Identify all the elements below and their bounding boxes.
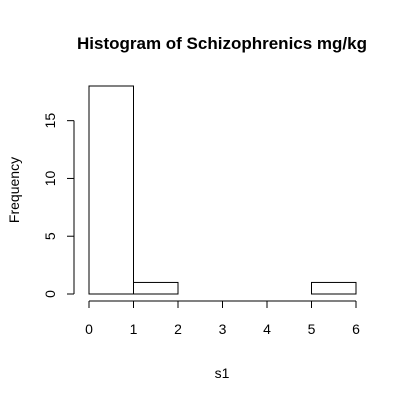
x-tick-label: 3 <box>219 321 227 337</box>
chart-title: Histogram of Schizophrenics mg/kg <box>77 34 367 53</box>
bars-group <box>88 85 357 295</box>
histogram-bar-1 <box>133 281 179 295</box>
y-tick-label: 0 <box>42 290 58 298</box>
x-tick-label: 2 <box>174 321 182 337</box>
y-tick-label: 10 <box>42 170 58 186</box>
x-tick-label: 4 <box>263 321 271 337</box>
y-tick-label: 15 <box>42 113 58 129</box>
y-axis: 0 5 10 15 <box>42 113 75 298</box>
x-tick-label: 5 <box>308 321 316 337</box>
y-axis-label: Frequency <box>6 157 22 223</box>
histogram-bar-0 <box>88 85 134 295</box>
x-tick-label: 0 <box>85 321 93 337</box>
x-tick-label: 1 <box>130 321 138 337</box>
x-axis: 0 1 2 3 4 5 6 <box>85 300 360 337</box>
histogram-bar-5 <box>311 281 357 295</box>
y-tick-label: 5 <box>42 232 58 240</box>
x-axis-label: s1 <box>215 365 230 381</box>
x-tick-label: 6 <box>352 321 360 337</box>
